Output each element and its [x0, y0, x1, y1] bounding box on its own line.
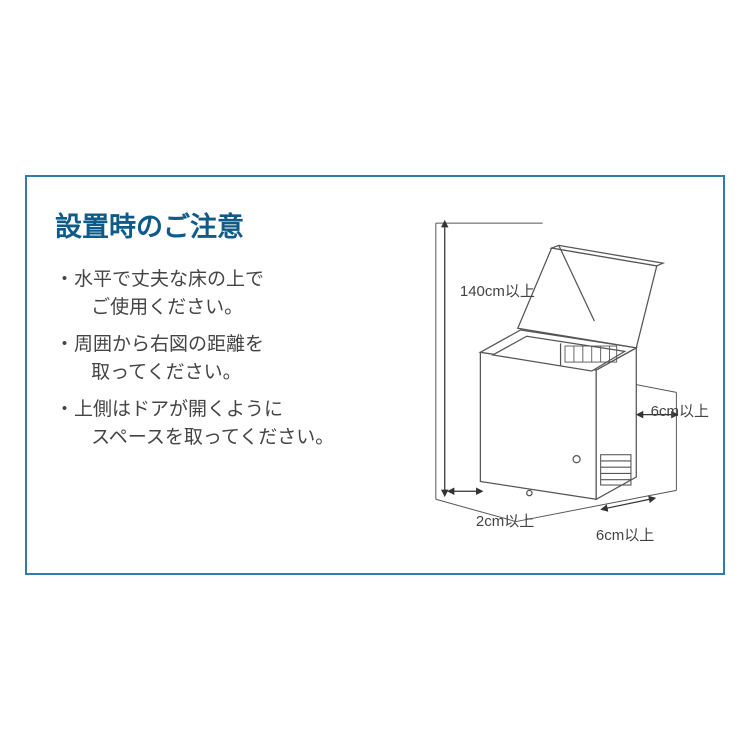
text-column: 設置時のご注意 水平で丈夫な床の上で ご使用ください。 周囲から右図の距離を 取…: [55, 205, 418, 553]
freezer-diagram: 140cm以上 6cm以上 2cm以上 6cm以上: [418, 205, 703, 553]
bullet-list: 水平で丈夫な床の上で ご使用ください。 周囲から右図の距離を 取ってください。 …: [55, 266, 418, 461]
figure-column: 140cm以上 6cm以上 2cm以上 6cm以上: [418, 205, 703, 553]
dim-bottom-right-label: 6cm以上: [596, 524, 654, 545]
bullet-item: 水平で丈夫な床の上で ご使用ください。: [55, 266, 418, 321]
dim-height-label: 140cm以上: [460, 280, 535, 301]
dim-bottom-left-label: 2cm以上: [476, 510, 534, 531]
card-title: 設置時のご注意: [55, 205, 418, 244]
bullet-item: 周囲から右図の距離を 取ってください。: [55, 331, 418, 386]
bullet-item: 上側はドアが開くように スペースを取ってください。: [55, 396, 418, 451]
info-card: 設置時のご注意 水平で丈夫な床の上で ご使用ください。 周囲から右図の距離を 取…: [25, 175, 725, 575]
dim-side-label: 6cm以上: [651, 400, 709, 421]
